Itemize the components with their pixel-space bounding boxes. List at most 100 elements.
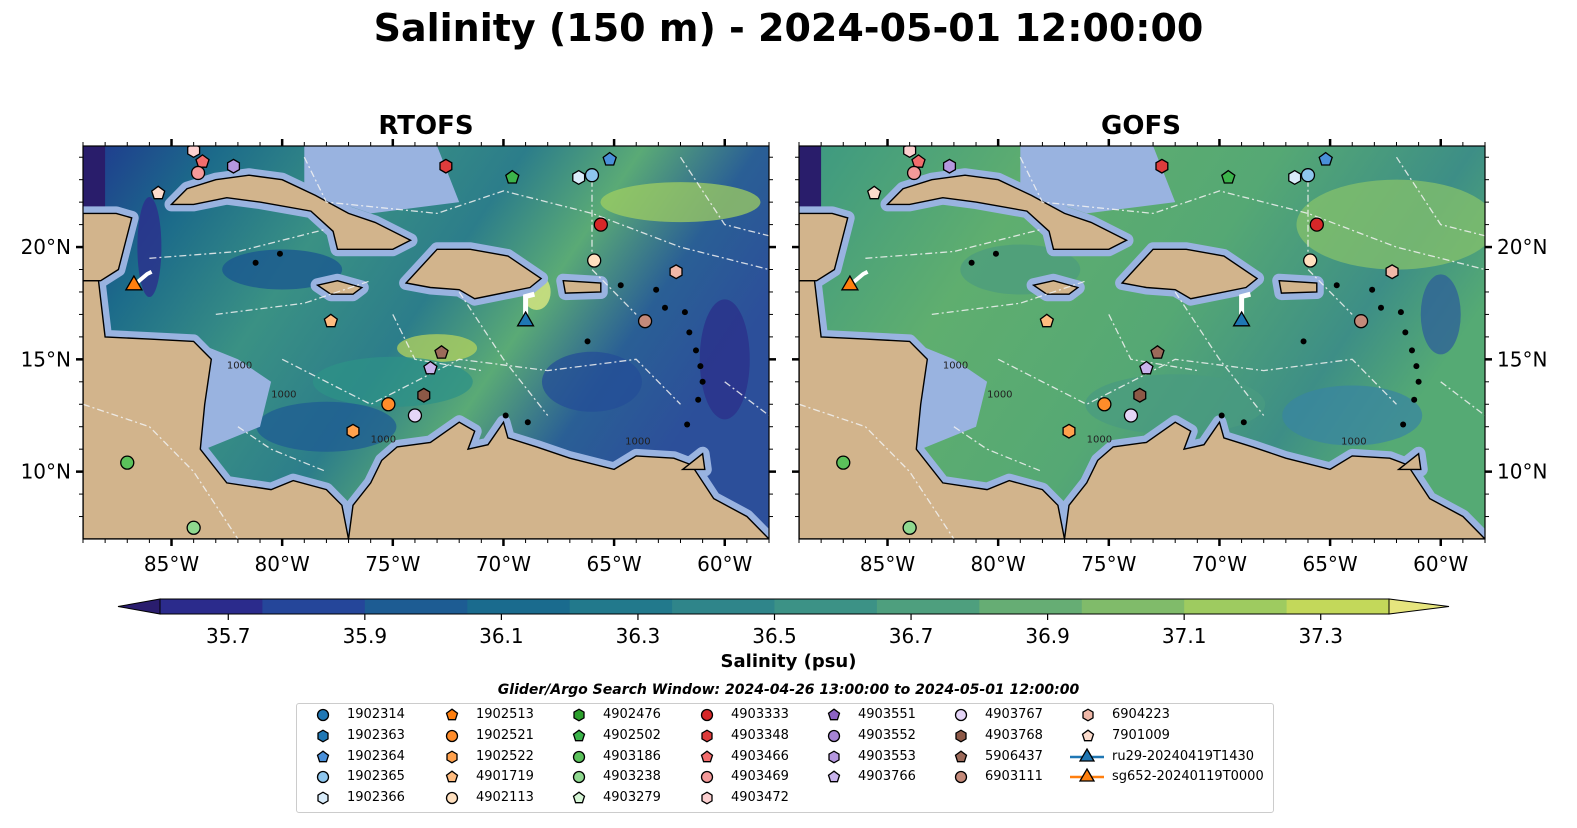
float-1902365 [1300, 168, 1316, 183]
figure-canvas: 1000 1000 1000 1000 85°W 80°W 75°W 70°W 65°W 60°W… [21, 139, 1547, 648]
lon-tick-label: 80°W [971, 552, 1026, 576]
eez-boundary [1395, 156, 1485, 237]
island [692, 347, 699, 354]
legend-label: 4901719 [476, 769, 534, 785]
float-4903333 [593, 217, 608, 232]
depth-contour-label: 1000 [1341, 437, 1366, 448]
salinity-anomaly [397, 334, 478, 363]
float-marker-icon [317, 729, 329, 743]
eez-boundary [1440, 381, 1485, 417]
legend-marker [445, 729, 459, 742]
float-marker-icon [572, 729, 586, 742]
float-marker-icon [954, 708, 968, 722]
land-puertorico [1278, 279, 1318, 294]
legend-marker [955, 729, 967, 743]
glider-track-sg652 [132, 270, 153, 287]
land-yucatan [83, 212, 133, 282]
legend-marker [572, 791, 586, 804]
float-marker-icon [573, 708, 585, 722]
island [684, 421, 691, 428]
float-marker-icon [572, 791, 586, 804]
float-marker-icon [701, 791, 713, 805]
eez-boundary [799, 403, 955, 539]
island [502, 412, 509, 419]
float-6904223 [669, 264, 683, 280]
float-marker-icon [827, 770, 841, 783]
lat-tick-label: 20°N [21, 235, 71, 259]
colorbar-tick-label: 35.7 [206, 624, 251, 648]
float-marker-icon [828, 750, 840, 764]
depth-contour-label: 1000 [625, 437, 650, 448]
float-4903766 [423, 360, 438, 375]
float-5906437 [1150, 344, 1165, 359]
float-marker-icon [954, 749, 968, 762]
colorbar-tick-label: 35.9 [343, 624, 388, 648]
land-south [347, 420, 769, 539]
legend-marker [828, 750, 840, 764]
float-marker-icon [317, 791, 329, 805]
island [992, 250, 999, 257]
salinity-anomaly [1296, 179, 1485, 270]
salinity-anomaly [699, 299, 750, 420]
legend-label: 1902363 [347, 727, 405, 743]
island [1397, 309, 1404, 316]
colorbar-segment [1286, 599, 1390, 614]
lon-tick-label: 70°W [1192, 552, 1247, 576]
legend-marker [1078, 747, 1096, 762]
island [524, 419, 531, 426]
legend-marker [572, 750, 586, 763]
depth-contour-label: 1000 [1087, 434, 1112, 445]
legend-label: 5906437 [985, 748, 1043, 764]
colorbar-segment [262, 599, 366, 614]
float-4902113 [587, 253, 602, 268]
legend-label: 1902365 [347, 769, 405, 785]
salinity-anomaly [1420, 274, 1461, 355]
legend: 1902314 1902363 1902364 1902365 1902366 19025… [296, 703, 1274, 813]
lat-tick-label: 20°N [1497, 235, 1547, 259]
float-marker-icon [316, 749, 330, 762]
legend-marker [445, 792, 459, 805]
colorbar-label: Salinity (psu) [720, 651, 857, 672]
island [276, 250, 283, 257]
nicaragua-rise [909, 341, 988, 450]
colorbar-tick-label: 37.3 [1298, 624, 1343, 648]
land-puertorico [562, 279, 602, 294]
island [1218, 412, 1225, 419]
eez-boundary [931, 280, 1087, 316]
float-4903553 [226, 158, 241, 174]
eez-boundary [997, 358, 1397, 406]
island [1402, 329, 1409, 336]
colorbar-segment [1081, 599, 1185, 614]
lon-tick-label: 70°W [476, 552, 531, 576]
float-marker-icon [700, 771, 714, 784]
legend-label: 6903111 [985, 769, 1043, 785]
eez-boundary [392, 314, 482, 372]
legend-label: 4903767 [985, 707, 1043, 722]
eez-boundary [953, 426, 1043, 473]
island [1333, 282, 1340, 289]
colorbar-tick-label: 36.5 [752, 624, 797, 648]
island [681, 309, 688, 316]
island [653, 286, 660, 293]
float-1902522 [1062, 423, 1076, 439]
legend-label: 1902522 [476, 748, 534, 764]
float-4903553 [942, 158, 957, 174]
island [695, 396, 702, 403]
float-6904223 [1385, 264, 1399, 280]
colorbar-segment [467, 599, 571, 614]
lat-tick-label: 15°N [1497, 347, 1547, 371]
float-marker-icon [572, 750, 586, 763]
salinity-anomaly [600, 182, 761, 223]
colorbar-segment [672, 599, 775, 614]
land-south [1063, 420, 1485, 539]
legend-marker [446, 750, 458, 764]
legend-label: 4903768 [985, 727, 1043, 743]
legend-marker [827, 708, 841, 721]
lon-tick-label: 60°W [697, 552, 752, 576]
depth-contour-label: 1000 [371, 434, 396, 445]
legend-marker [1082, 708, 1094, 722]
float-1902366 [1288, 169, 1302, 186]
glider-marker-icon [1070, 747, 1104, 762]
land-central [799, 280, 1066, 539]
legend-marker [701, 791, 713, 805]
